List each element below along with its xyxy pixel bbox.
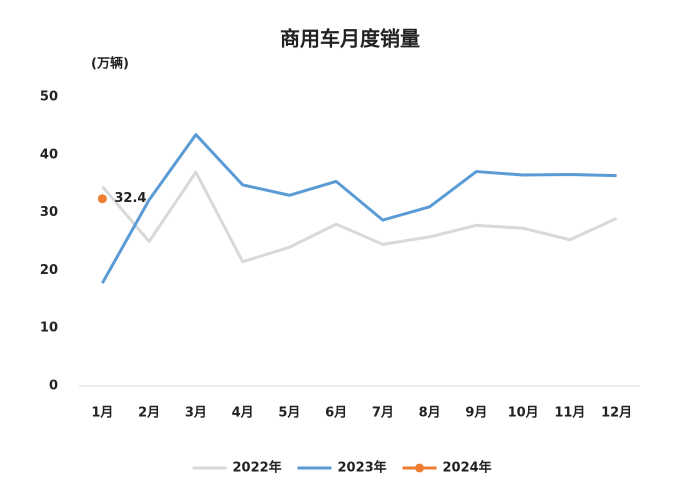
- chart-title: 商用车月度销量: [280, 27, 420, 51]
- legend-label: 2024年: [443, 460, 492, 476]
- legend-label: 2023年: [338, 460, 387, 476]
- x-tick-label: 9月: [465, 406, 487, 421]
- y-axis-label: (万辆): [91, 56, 129, 72]
- x-tick-label: 6月: [325, 406, 347, 421]
- y-tick-label: 50: [40, 90, 58, 105]
- legend-dot: [415, 463, 424, 473]
- y-tick-label: 20: [40, 263, 58, 278]
- data-point: [97, 194, 107, 204]
- series-line: [101, 133, 617, 284]
- x-tick-label: 2月: [138, 406, 160, 421]
- y-tick-label: 10: [40, 321, 58, 336]
- x-tick-label: 4月: [232, 406, 254, 421]
- x-tick-label: 8月: [419, 406, 441, 421]
- y-tick-label: 0: [49, 379, 58, 394]
- y-tick-label: 40: [40, 147, 58, 162]
- series-line: [101, 170, 618, 264]
- y-tick-label: 30: [40, 205, 58, 220]
- x-tick-label: 12月: [601, 406, 632, 421]
- x-tick-label: 11月: [554, 406, 585, 421]
- data-label: 32.4: [114, 191, 146, 206]
- x-tick-label: 7月: [372, 406, 394, 421]
- x-tick-label: 1月: [91, 406, 113, 421]
- legend-label: 2022年: [233, 460, 282, 476]
- x-tick-label: 10月: [508, 406, 539, 421]
- x-tick-label: 5月: [278, 406, 300, 421]
- x-tick-label: 3月: [185, 406, 207, 421]
